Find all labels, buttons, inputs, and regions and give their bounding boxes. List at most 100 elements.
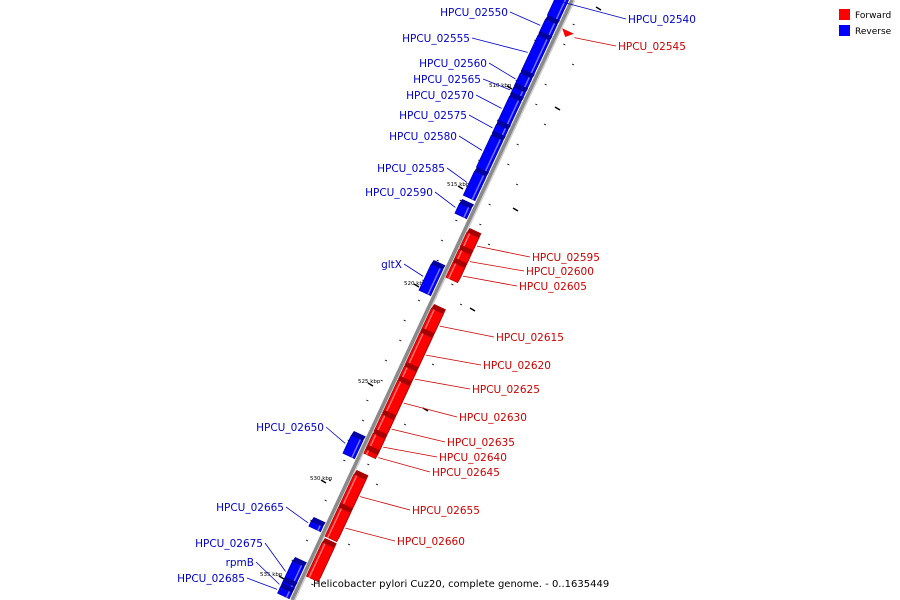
tick-mark-minor xyxy=(311,583,314,586)
gene-block-highlight xyxy=(463,207,470,218)
gene-hpcu-02655[interactable] xyxy=(338,470,369,513)
gene-label-hpcu-02640[interactable]: HPCU_02640 xyxy=(439,452,507,464)
tick-mark-minor xyxy=(515,183,519,186)
gene-label-hpcu-02555[interactable]: HPCU_02555 xyxy=(402,33,470,45)
gene-label-hpcu-02645[interactable]: HPCU_02645 xyxy=(432,467,500,479)
gene-label-hpcu-02615[interactable]: HPCU_02615 xyxy=(496,332,564,344)
gene-block-top xyxy=(491,130,506,141)
gene-block-highlight xyxy=(285,591,291,598)
tick-label: 530 kbp xyxy=(310,476,333,482)
gene-leader-line xyxy=(391,428,446,443)
gene-hpcu-02685[interactable] xyxy=(277,582,295,600)
gene-hpcu-02580[interactable] xyxy=(475,130,506,174)
tick-mark-minor xyxy=(417,299,421,302)
gene-block-face xyxy=(454,202,472,220)
gene-hpcu-02665[interactable] xyxy=(308,516,326,533)
gene-label-hpcu-02575[interactable]: HPCU_02575 xyxy=(399,110,467,122)
gene-layer xyxy=(277,0,576,600)
gene-leader-line xyxy=(434,191,456,208)
gene-label-hpcu-02580[interactable]: HPCU_02580 xyxy=(389,131,457,143)
gene-hpcu-02555[interactable] xyxy=(520,30,553,78)
gene-hpcu-02545[interactable] xyxy=(562,28,574,38)
tick-mark-minor xyxy=(361,419,365,422)
gene-block-top xyxy=(283,576,298,587)
gene-hpcu-02660[interactable] xyxy=(324,503,354,543)
gene-leader-line xyxy=(553,0,627,20)
gene-block-face xyxy=(308,520,324,533)
gene-block-highlight xyxy=(422,309,435,333)
gene-hpcu-02640[interactable] xyxy=(365,429,388,455)
tick-mark-minor xyxy=(343,459,346,462)
gene-hpcu-02585[interactable] xyxy=(462,166,489,202)
gene-label-hpcu-02635[interactable]: HPCU_02635 xyxy=(447,437,515,449)
gene-label-hpcu-02600[interactable]: HPCU_02600 xyxy=(526,266,594,278)
gene-block-face xyxy=(520,34,551,78)
gene-label-hpcu-02550[interactable]: HPCU_02550 xyxy=(440,7,508,19)
gene-leader-line xyxy=(509,11,541,26)
gene-hpcu-02645[interactable] xyxy=(363,445,381,460)
gene-hpcu-02590[interactable] xyxy=(454,198,475,220)
gene-leader-line xyxy=(255,561,280,585)
tick-mark-minor xyxy=(367,463,370,466)
gene-block-face xyxy=(462,170,487,202)
tick-mark-minor xyxy=(366,399,369,402)
gene-hpcu-02630[interactable] xyxy=(382,376,413,420)
tick-mark-minor xyxy=(543,123,547,126)
gene-label-hpcu-02620[interactable]: HPCU_02620 xyxy=(483,360,551,372)
gene-label-hpcu-02560[interactable]: HPCU_02560 xyxy=(419,58,487,70)
gene-leader-line xyxy=(488,62,516,80)
tick-mark-minor xyxy=(440,239,444,242)
gene-label-hpcu-02675[interactable]: HPCU_02675 xyxy=(195,538,263,550)
gene-gltx[interactable] xyxy=(418,259,446,297)
gene-label-hpcu-02650[interactable]: HPCU_02650 xyxy=(256,422,324,434)
tick-mark-major xyxy=(469,307,476,312)
gene-label-hpcu-02585[interactable]: HPCU_02585 xyxy=(377,163,445,175)
gene-label-hpcu-02590[interactable]: HPCU_02590 xyxy=(365,187,433,199)
gene-hpcu-02540[interactable] xyxy=(546,0,576,22)
gene-label-hpcu-02545[interactable]: HPCU_02545 xyxy=(618,41,686,53)
gene-leader-line xyxy=(458,135,483,151)
genome-caption: Helicobacter pylori Cuz20, complete geno… xyxy=(313,579,609,590)
gene-block-face xyxy=(277,586,293,600)
gene-label-gltx[interactable]: gltX xyxy=(381,259,402,271)
gene-leader-line xyxy=(471,37,528,53)
gene-label-hpcu-02660[interactable]: HPCU_02660 xyxy=(397,536,465,548)
gene-label-hpcu-02605[interactable]: HPCU_02605 xyxy=(519,281,587,293)
gene-hpcu-02650[interactable] xyxy=(342,430,366,460)
gene-block-top xyxy=(397,376,413,386)
gene-leader-line xyxy=(246,577,278,590)
gene-label-hpcu-02565[interactable]: HPCU_02565 xyxy=(413,74,481,86)
gene-label-hpcu-02655[interactable]: HPCU_02655 xyxy=(412,505,480,517)
gene-block-face xyxy=(445,261,466,284)
gene-hpcu-02565[interactable] xyxy=(509,82,529,101)
gene-block-highlight xyxy=(406,333,424,367)
tick-mark-minor xyxy=(324,499,327,502)
gene-label-hpcu-02540[interactable]: HPCU_02540 xyxy=(628,14,696,26)
gene-hpcu-02605[interactable] xyxy=(445,258,468,284)
gene-hpcu-02620[interactable] xyxy=(404,328,435,372)
legend-label-reverse: Reverse xyxy=(855,27,892,37)
gene-label-rpmb[interactable]: rpmB xyxy=(226,557,254,569)
gene-label-hpcu-02625[interactable]: HPCU_02625 xyxy=(472,384,540,396)
gene-block-top xyxy=(513,82,529,93)
gene-block-top xyxy=(280,582,295,593)
gene-label-hpcu-02570[interactable]: HPCU_02570 xyxy=(406,90,474,102)
gene-unlabeled-forward[interactable] xyxy=(305,538,337,583)
gene-block-highlight xyxy=(471,175,485,200)
gene-label-hpcu-02630[interactable]: HPCU_02630 xyxy=(459,412,527,424)
gene-label-hpcu-02665[interactable]: HPCU_02665 xyxy=(216,502,284,514)
gene-leader-line xyxy=(426,354,482,366)
gene-label-hpcu-02595[interactable]: HPCU_02595 xyxy=(532,252,600,264)
tick-mark-major xyxy=(512,207,519,212)
tick-mark-minor xyxy=(544,83,547,86)
tick-mark-minor xyxy=(455,219,458,222)
gene-block-top xyxy=(496,119,511,130)
tick-mark-major xyxy=(506,85,513,90)
gene-label-hpcu-02685[interactable]: HPCU_02685 xyxy=(177,573,245,585)
gene-block-face xyxy=(475,134,504,174)
gene-block-highlight xyxy=(384,381,402,415)
tick-label: 525 kbp xyxy=(358,379,381,385)
gene-hpcu-02570[interactable] xyxy=(496,91,524,129)
gene-hpcu-02575[interactable] xyxy=(491,119,511,140)
